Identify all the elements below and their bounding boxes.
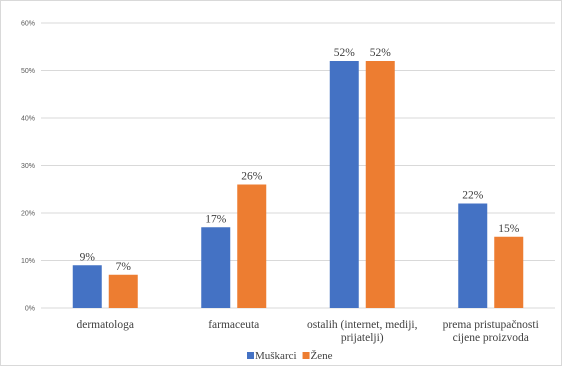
data-label: 26% <box>241 171 263 183</box>
x-tick-label: prema pristupačnosti cijene proizvoda <box>443 319 539 344</box>
legend-label: Žene <box>311 350 333 362</box>
legend-swatch <box>302 352 310 359</box>
bar <box>201 227 231 308</box>
gridlines <box>41 22 555 309</box>
x-tick-label-line: dermatologa <box>77 319 134 331</box>
data-labels: 9% 7% 17% 26% 52% 52% 22% 15% <box>80 47 520 273</box>
data-label: 17% <box>205 213 227 225</box>
bars <box>72 61 524 308</box>
x-tick-label-line: ostalih (internet, mediji, <box>307 319 418 331</box>
bar <box>108 274 138 308</box>
bar <box>72 265 102 308</box>
data-label: 52% <box>370 47 392 59</box>
y-tick-label: 10% <box>21 258 35 265</box>
bar <box>494 236 524 308</box>
x-tick-label-line: prema pristupačnosti <box>443 319 539 331</box>
bar <box>365 61 395 308</box>
bar <box>458 203 488 308</box>
x-tick-label-line: farmaceuta <box>208 319 259 331</box>
y-tick-label: 40% <box>21 116 35 123</box>
y-tick-label: 20% <box>21 211 35 218</box>
x-tick-label: dermatologa <box>77 319 134 331</box>
x-tick-label-line: cijene proizvoda <box>453 332 529 344</box>
data-label: 22% <box>462 190 484 202</box>
bar <box>329 61 359 308</box>
x-axis-ticks: dermatologa farmaceuta ostalih (internet, … <box>77 319 539 344</box>
y-tick-label: 60% <box>21 21 35 28</box>
legend-label: Muškarci <box>255 350 297 362</box>
data-label: 52% <box>334 47 356 59</box>
data-label: 7% <box>116 261 132 273</box>
legend-swatch <box>247 352 254 359</box>
data-label: 15% <box>498 223 520 235</box>
x-tick-label: ostalih (internet, mediji, prijatelji) <box>307 319 418 344</box>
data-label: 9% <box>80 251 96 263</box>
x-tick-label-line: prijatelji) <box>341 332 384 344</box>
legend: Muškarci Žene <box>247 350 333 362</box>
y-axis-ticks: 0% 10% 20% 30% 40% 50% 60% <box>21 21 35 313</box>
y-tick-label: 30% <box>21 163 35 170</box>
y-tick-label: 50% <box>21 68 35 75</box>
y-tick-label: 0% <box>25 306 35 313</box>
bar <box>237 184 267 308</box>
x-tick-label: farmaceuta <box>208 319 259 331</box>
